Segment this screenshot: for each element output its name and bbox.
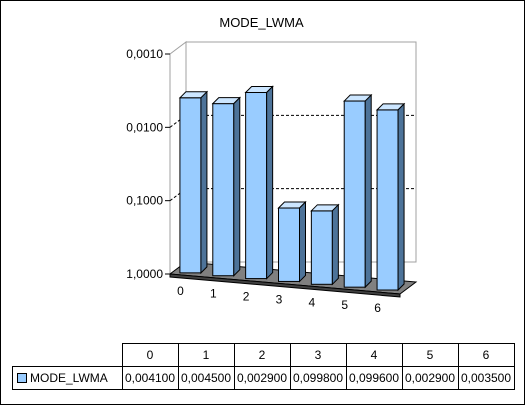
x-tick-label: 6 [374, 301, 381, 315]
series-name: MODE_LWMA [30, 371, 108, 385]
data-table-category: 4 [345, 343, 403, 367]
bar-side [299, 200, 306, 283]
data-table-value: 0,004500 [177, 366, 235, 390]
data-table-value: 0,099800 [289, 366, 347, 390]
y-tick-label: 1,0000 [126, 267, 163, 281]
bar-front [278, 207, 300, 282]
y-tick-label: 0,1000 [126, 194, 163, 208]
data-table-value: 0,004100 [121, 366, 179, 390]
bar [178, 90, 209, 275]
bar-side [331, 203, 339, 286]
bar-side [397, 102, 405, 292]
data-table-category: 0 [121, 343, 179, 367]
x-axis-tick-labels: 0 1 2 3 4 5 6 [177, 284, 381, 315]
bar-front [212, 103, 235, 277]
data-table-category: 3 [289, 343, 347, 367]
bar [277, 200, 307, 283]
x-tick-label: 5 [341, 298, 348, 312]
bar [211, 96, 241, 277]
x-tick-label: 4 [309, 295, 316, 309]
data-table-category: 6 [457, 343, 515, 367]
bar-front [310, 210, 333, 285]
bar [343, 93, 373, 289]
bar-side [266, 85, 274, 280]
bar-front [245, 91, 268, 280]
data-table-category: 2 [233, 343, 291, 367]
x-tick-label: 2 [243, 290, 250, 304]
y-tick-label: 0,0010 [126, 47, 163, 61]
legend-swatch [17, 373, 27, 383]
chart-title: MODE_LWMA [219, 15, 304, 30]
bar-series [178, 85, 406, 292]
bar-front [179, 97, 202, 274]
data-table-series-row: MODE_LWMA 0,004100 0,004500 0,002900 0,0998… [12, 366, 515, 390]
y-tick-label: 0,0100 [126, 120, 163, 134]
bar [375, 102, 406, 292]
plot-area: 0,0010 0,0100 0,1000 1,0000 0 1 2 3 4 5 6 [126, 41, 418, 315]
data-table-value: 0,002900 [401, 366, 459, 390]
bar-side [200, 90, 208, 275]
floor-edge [169, 273, 401, 298]
x-tick-label: 1 [210, 287, 217, 301]
x-tick-label: 3 [276, 292, 283, 306]
bar-front [343, 100, 366, 288]
x-tick-label: 0 [177, 284, 184, 298]
y-axis-tick-labels: 0,0010 0,0100 0,1000 1,0000 [126, 47, 163, 281]
bar-side [233, 96, 241, 277]
bar-side [364, 93, 372, 289]
bar-front [376, 109, 399, 291]
data-table-value: 0,003500 [457, 366, 515, 390]
data-table-corner [12, 343, 123, 367]
data-table-value: 0,002900 [233, 366, 291, 390]
bar [244, 85, 274, 280]
data-table-category: 1 [177, 343, 235, 367]
data-table-value: 0,099600 [345, 366, 403, 390]
bar [310, 203, 340, 286]
data-table-category: 5 [401, 343, 459, 367]
data-table-series-label: MODE_LWMA [12, 366, 123, 390]
